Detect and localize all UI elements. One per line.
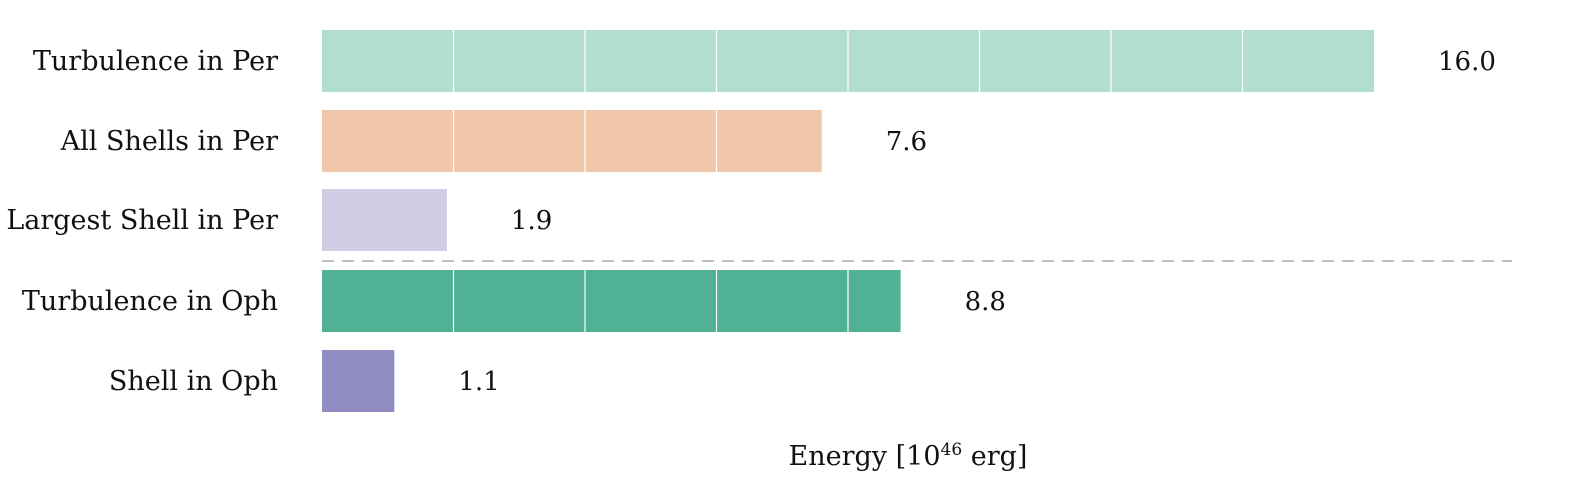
- category-label-turbulence-in-oph: Turbulence in Oph: [22, 286, 278, 317]
- value-label-turbulence-in-per: 16.0: [1438, 47, 1496, 77]
- value-label-turbulence-in-oph: 8.8: [965, 287, 1006, 317]
- value-label-all-shells-in-per: 7.6: [886, 127, 927, 157]
- bar-turbulence-in-oph: [322, 270, 901, 332]
- bar-shell-in-oph: [322, 350, 395, 412]
- bar-gridlines: [452, 30, 1244, 332]
- bar-all-shells-in-per: [322, 110, 822, 172]
- category-label-largest-shell-in-per: Largest Shell in Per: [6, 205, 278, 236]
- x-axis-title: Energy [1046 erg]: [789, 440, 1028, 472]
- value-label-shell-in-oph: 1.1: [458, 367, 499, 397]
- labels-group: Turbulence in Per 16.0 All Shells in Per 7.…: [6, 46, 1496, 397]
- bar-largest-shell-in-per: [322, 189, 447, 251]
- value-label-largest-shell-in-per: 1.9: [511, 206, 552, 236]
- category-label-all-shells-in-per: All Shells in Per: [60, 126, 278, 157]
- category-label-turbulence-in-per: Turbulence in Per: [33, 46, 278, 77]
- category-label-shell-in-oph: Shell in Oph: [109, 366, 278, 397]
